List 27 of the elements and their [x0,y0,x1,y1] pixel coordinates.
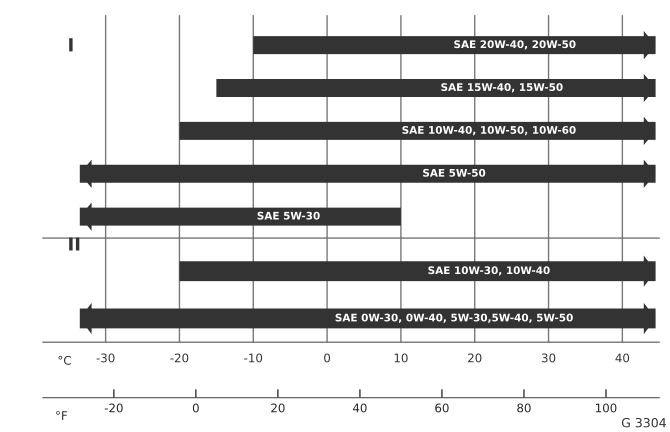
x-tick-label: -20 [170,353,188,362]
x-tick-label: 20 [468,353,482,362]
category-label: SAE 15W-40, 15W-50 [441,83,563,92]
x-tick-label: -10 [244,353,262,362]
category-label: SAE 5W-30 [258,212,320,220]
y-tick-label: SAE 10W-30, 10W-40 [428,266,550,276]
x2-tick-label: 60 [435,403,449,412]
x2-tick-label: -20 [104,403,123,412]
x-tick-label: 40 [615,353,630,362]
x2-axis-title: °F [56,411,68,420]
x2-tick-label: 20 [271,403,285,412]
x-axis-title: °C [58,356,71,365]
x2-tick-label: 100 [596,403,616,412]
text: G 3304 [622,418,666,428]
category-label: SAE 20W-40, 20W-50 [454,40,576,50]
x-tick-label: 30 [542,353,556,362]
x-tick-label: 0 [324,353,330,362]
x2-tick-label: 80 [517,403,531,412]
category-label: SAE 5W-50 [423,168,486,177]
x-tick-label: -30 [96,353,114,362]
x2-tick-label: 0 [192,403,199,412]
y-tick-label: SAE 0W-30, 0W-40, 5W-30,5W-40, 5W-50 [336,314,573,323]
text: I [69,38,73,52]
category-label: SAE 10W-40, 10W-50, 10W-60 [402,126,576,136]
chart-title: II [69,237,80,251]
x2-tick-label: 40 [352,403,367,412]
x-tick-label: 10 [394,353,408,362]
